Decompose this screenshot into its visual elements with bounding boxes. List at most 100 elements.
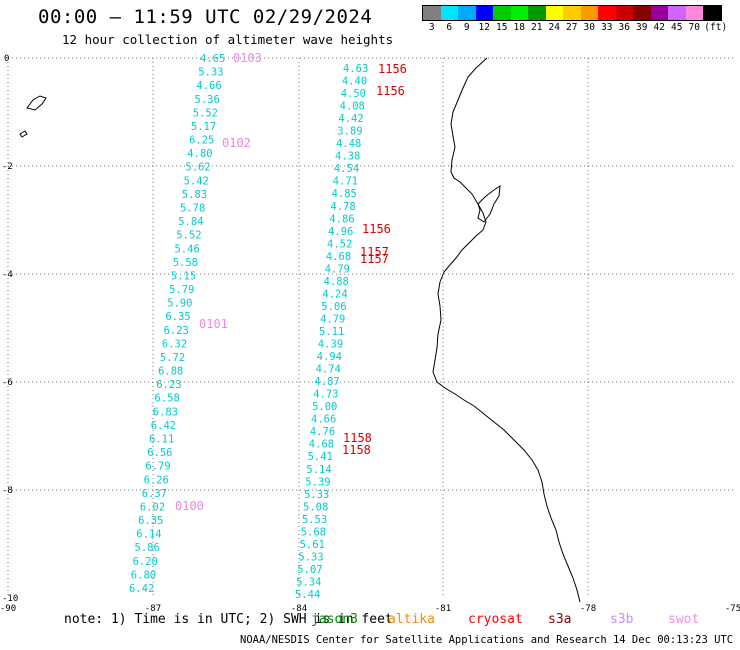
wave-height-label: 4.08 (340, 101, 365, 113)
wave-height-label: 5.44 (295, 589, 320, 601)
wave-height-label: 6.32 (162, 338, 187, 350)
wave-height-label: 5.42 (184, 175, 209, 187)
wave-height-label: 5.61 (300, 539, 325, 551)
wave-height-label: 5.11 (319, 326, 344, 338)
wave-height-label: 5.84 (178, 216, 203, 228)
legend-tick: 6 (446, 22, 453, 33)
wave-height-label: 5.08 (303, 501, 328, 513)
wave-height-label: 4.73 (313, 389, 338, 401)
satellite-name: cryosat (468, 612, 523, 627)
wave-height-label: 5.78 (180, 203, 205, 215)
wave-height-label: 5.14 (306, 464, 331, 476)
coastline (432, 57, 581, 603)
wave-height-label: 5.00 (312, 401, 337, 413)
left-track-times: 0103 0102 0101 0100 (175, 51, 262, 513)
x-tick-label: -78 (580, 604, 596, 614)
pass-time-label: 1158 (343, 431, 372, 445)
wave-height-label: 5.39 (305, 476, 330, 488)
wave-height-label: 5.33 (298, 551, 323, 563)
wave-height-label: 4.54 (334, 163, 359, 175)
wave-height-label: 4.86 (329, 213, 354, 225)
wave-height-label: 6.88 (158, 366, 183, 378)
wave-height-label: 4.68 (309, 439, 334, 451)
wave-height-label: 6.83 (153, 406, 178, 418)
wave-height-label: 5.17 (191, 121, 216, 133)
satellite-name: altika (388, 612, 435, 627)
legend-swatch (563, 6, 581, 20)
wave-height-label: 4.80 (187, 148, 212, 160)
satellite-name: s3a (548, 612, 572, 627)
y-tick-label: -6 (2, 378, 13, 388)
legend-tick: (ft) (704, 22, 728, 33)
pass-time-label: 0103 (233, 51, 262, 65)
wave-height-label: 4.66 (196, 80, 221, 92)
legend-swatch (528, 6, 546, 20)
x-tick-label: -81 (435, 604, 451, 614)
wave-height-label: 4.88 (324, 276, 349, 288)
x-tick-label: -87 (145, 604, 161, 614)
wave-height-label: 5.41 (308, 451, 333, 463)
wave-height-label: 5.90 (167, 298, 192, 310)
wave-height-label: 6.25 (189, 135, 214, 147)
wave-height-label: 5.33 (198, 67, 223, 79)
legend-tick: 30 (583, 22, 595, 33)
wave-height-label: 6.23 (156, 379, 181, 391)
legend-swatch (440, 6, 458, 20)
legend-tick: 42 (653, 22, 665, 33)
color-legend (422, 5, 722, 21)
pass-time-label: 1156 (362, 222, 391, 236)
wave-height-label: 5.33 (304, 489, 329, 501)
wave-height-label: 6.79 (145, 461, 170, 473)
footer-note: note: 1) Time is in UTC; 2) SWH is in fe… (64, 612, 393, 627)
wave-height-label: 4.96 (328, 226, 353, 238)
x-tick-label: -84 (291, 604, 307, 614)
pass-time-label: 0100 (175, 499, 204, 513)
wave-height-label: 5.53 (302, 514, 327, 526)
wave-height-label: 4.66 (311, 414, 336, 426)
credit-line: NOAA/NESDIS Center for Satellite Applica… (240, 634, 740, 646)
wave-height-label: 4.48 (336, 138, 361, 150)
wave-height-label: 5.58 (173, 257, 198, 269)
wave-height-label: 4.38 (335, 151, 360, 163)
wave-height-label: 6.42 (151, 420, 176, 432)
wave-height-label: 4.42 (338, 113, 363, 125)
pass-time-label: 1156 (378, 62, 407, 76)
wave-height-label: 5.46 (175, 243, 200, 255)
wave-height-label: 4.65 (200, 53, 225, 65)
legend-tick: 39 (636, 22, 648, 33)
satellite-name: jason3 (311, 612, 358, 627)
x-tick-label: -90 (0, 604, 16, 614)
y-tick-label: -2 (2, 162, 13, 172)
wave-height-label: 4.78 (330, 201, 355, 213)
wave-height-label: 6.23 (164, 325, 189, 337)
wave-height-label: 4.79 (320, 314, 345, 326)
wave-height-label: 6.35 (165, 311, 190, 323)
wave-height-label: 5.07 (297, 564, 322, 576)
wave-height-label: 6.37 (142, 488, 167, 500)
wave-height-label: 5.83 (182, 189, 207, 201)
legend-tick: 45 (671, 22, 683, 33)
wave-height-label: 4.52 (327, 238, 352, 250)
wave-height-label: 6.56 (147, 447, 172, 459)
legend-swatch (580, 6, 598, 20)
legend-swatch (545, 6, 563, 20)
wave-height-label: 4.76 (310, 426, 335, 438)
pass-time-label: 0102 (222, 136, 251, 150)
wave-height-label: 5.15 (171, 270, 196, 282)
wave-height-label: 6.35 (138, 515, 163, 527)
legend-swatch (615, 6, 633, 20)
wave-height-label: 5.72 (160, 352, 185, 364)
left-track-values: 4.655.334.665.365.525.176.254.805.625.42… (129, 53, 225, 595)
wave-height-label: 6.26 (144, 474, 169, 486)
page-subtitle: 12 hour collection of altimeter wave hei… (62, 32, 394, 47)
wave-height-label: 6.11 (149, 434, 174, 446)
legend-tick: 33 (601, 22, 613, 33)
wave-height-label: 4.79 (325, 263, 350, 275)
x-tick-label: -75 (725, 604, 740, 614)
bay-outline (477, 184, 501, 223)
legend-tick: 9 (463, 22, 470, 33)
wave-height-label: 6.20 (133, 556, 158, 568)
pass-time-label: 1157 (360, 245, 389, 259)
